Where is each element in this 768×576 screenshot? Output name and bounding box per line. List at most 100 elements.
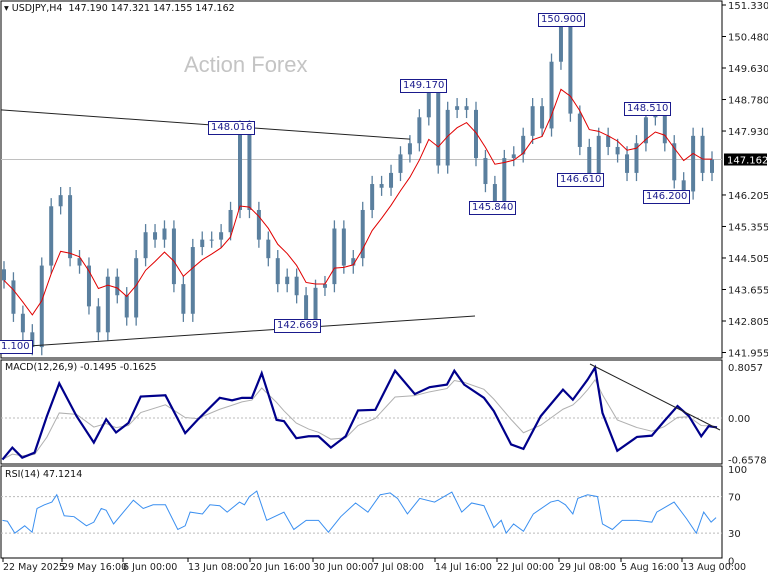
candle [322, 275, 327, 296]
macd-line [1, 364, 718, 461]
time-axis-label: 22 Jul 00:00 [497, 562, 554, 573]
candle [445, 101, 450, 174]
candle-body [171, 228, 176, 285]
candle-body [398, 154, 403, 173]
candle-body [115, 276, 120, 296]
candle-body [662, 113, 667, 144]
candle-body [20, 313, 25, 333]
candle [190, 238, 195, 322]
candle [58, 186, 63, 215]
candle [341, 220, 346, 274]
candle-body [2, 269, 6, 281]
macd-trendline [589, 363, 721, 431]
candle-body [134, 258, 139, 318]
symbol-timeframe: USDJPY,H4 [11, 3, 63, 14]
candle-body [49, 206, 54, 266]
candle [436, 79, 441, 174]
candle [417, 109, 422, 152]
candle-body [238, 128, 242, 210]
candle-body [540, 106, 545, 129]
candle-body [58, 195, 63, 207]
time-axis-label: 7 Jul 08:00 [373, 562, 424, 573]
rsi-axis-label: 70 [728, 493, 741, 504]
candle-body [407, 143, 412, 155]
time-axis-label: 13 Aug 00:00 [682, 562, 746, 573]
candle [625, 146, 630, 182]
candle [606, 127, 611, 156]
candle [105, 268, 110, 341]
candle-body [370, 184, 375, 210]
candle-body [332, 228, 337, 285]
candle [398, 146, 403, 182]
candle-body [464, 106, 469, 110]
candle [568, 16, 573, 122]
candle-body [351, 258, 356, 266]
candle [521, 127, 526, 163]
rsi-axis-label: 30 [728, 529, 741, 540]
rsi-title: RSI(14) 47.1214 [5, 469, 83, 480]
candle [68, 186, 73, 267]
candle-body [209, 239, 214, 241]
price-axis-label: 151.330 [728, 1, 768, 12]
candle [483, 149, 488, 193]
candle [2, 261, 6, 289]
candle-body [228, 209, 233, 233]
candle-body [511, 154, 516, 159]
candle [39, 257, 44, 356]
candle-body [143, 232, 148, 259]
price-label-low: 145.840 [469, 201, 517, 215]
candle-body [39, 265, 44, 348]
candle-body [219, 232, 224, 240]
lower-trendline [0, 315, 476, 349]
candle-body [105, 276, 110, 333]
candle-body [124, 295, 129, 318]
candle-body [77, 258, 82, 266]
candle [389, 164, 394, 196]
time-axis-label: 29 May 16:00 [62, 562, 127, 573]
time-axis-label: 29 Jul 08:00 [559, 562, 616, 573]
candle [700, 127, 705, 182]
candle [710, 151, 714, 182]
candle-body [379, 184, 384, 188]
candle-body [483, 158, 488, 185]
candle [275, 250, 280, 293]
candle [238, 120, 242, 219]
candle [351, 250, 356, 274]
candle [86, 257, 91, 315]
candle-body [304, 295, 309, 325]
candle [615, 138, 620, 163]
candle-body [313, 287, 318, 325]
time-axis-label: 6 Jun 00:00 [123, 562, 177, 573]
candle-body [549, 61, 554, 129]
macd-axis-label: 0.00 [728, 414, 750, 425]
collapse-triangle-icon[interactable]: ▾ [4, 3, 12, 14]
candle-body [710, 159, 714, 173]
candle [181, 275, 186, 322]
candle [247, 120, 252, 219]
price-label-high: 148.016 [208, 121, 256, 135]
price-axis-label: 141.955 [728, 349, 768, 360]
candle [219, 224, 224, 248]
candle [577, 105, 582, 156]
time-axis-label: 30 Jun 00:00 [313, 562, 373, 573]
candle-body [672, 143, 677, 181]
candle-body [596, 135, 601, 177]
candle-body [568, 24, 573, 114]
candle [294, 268, 299, 304]
rsi-axis-label: 100 [728, 465, 747, 476]
candle-body [30, 332, 35, 348]
candle [379, 175, 384, 196]
price-axis-label: 143.655 [728, 285, 768, 296]
candle [464, 98, 469, 119]
macd-panel-frame [0, 359, 723, 465]
candle-body [530, 106, 535, 136]
candle-body [521, 135, 526, 155]
price-axis-label: 145.355 [728, 222, 768, 233]
candle [20, 305, 25, 341]
candle-body [266, 239, 271, 259]
price-label-low: 146.610 [557, 173, 605, 187]
time-axis-label: 13 Jun 08:00 [188, 562, 248, 573]
current-price-tag [724, 153, 767, 166]
candle-body [285, 276, 290, 285]
macd-axis-label: 0.8057 [728, 363, 763, 374]
